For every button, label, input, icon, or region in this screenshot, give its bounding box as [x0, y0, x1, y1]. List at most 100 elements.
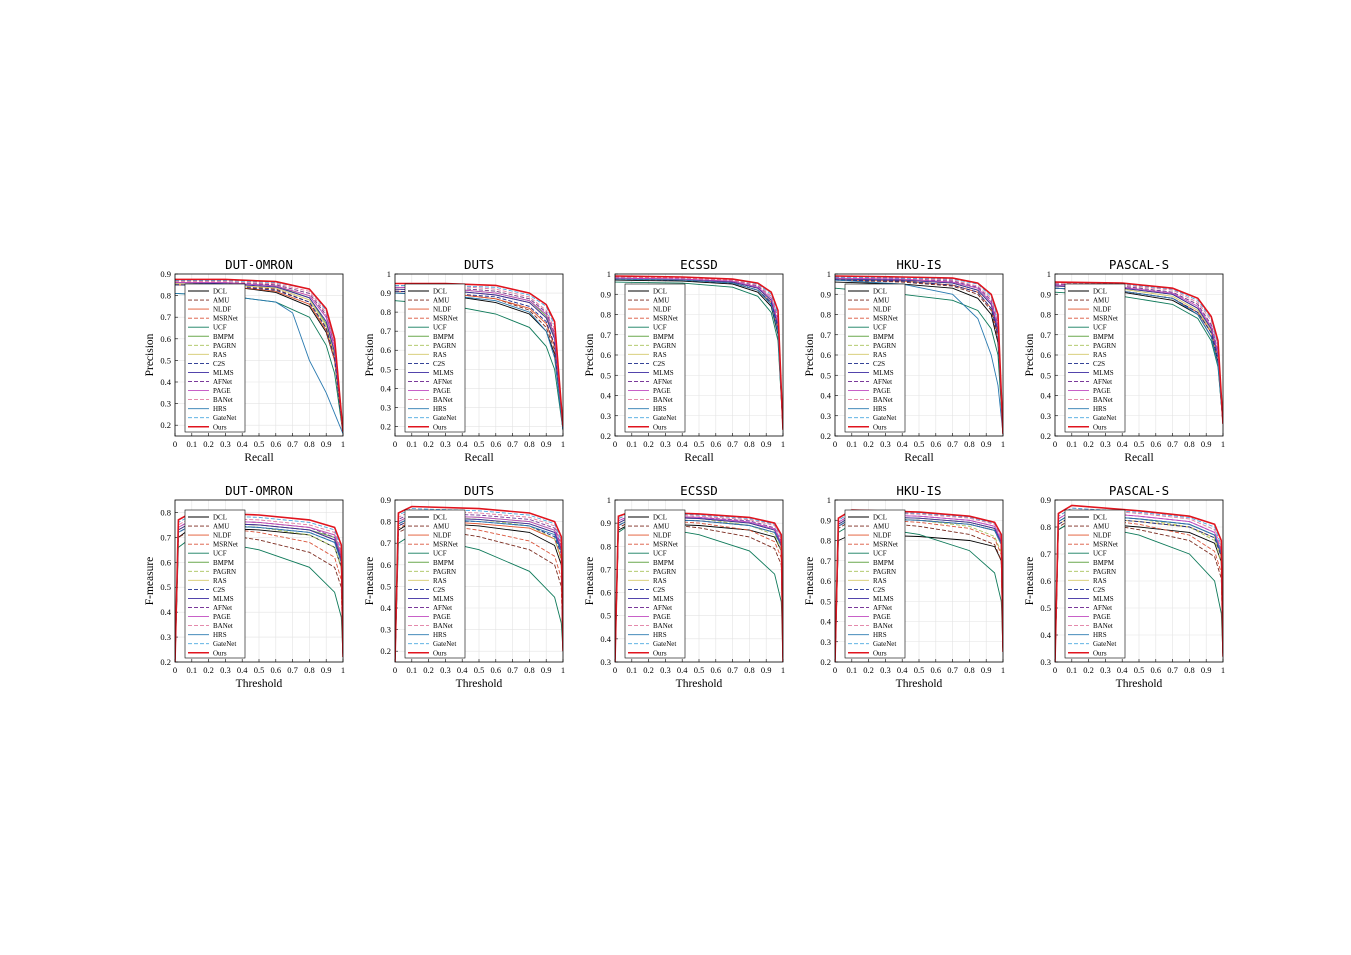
- legend-entry: AFNet: [433, 378, 452, 386]
- legend-entry: DCL: [433, 288, 447, 296]
- legend-entry: HRS: [433, 405, 447, 413]
- legend-entry: GateNet: [873, 414, 896, 422]
- y-tick-label: 0.6: [820, 576, 831, 586]
- y-tick-label: 0.4: [600, 634, 611, 644]
- y-tick-label: 0.6: [1040, 350, 1051, 360]
- x-axis-label: Threshold: [1116, 678, 1163, 690]
- x-tick-label: 1: [781, 665, 785, 675]
- x-tick-label: 0.9: [981, 665, 992, 675]
- y-tick-label: 0.4: [1040, 391, 1051, 401]
- series-line-ours: [835, 509, 1003, 662]
- legend-entry: AMU: [1093, 297, 1109, 305]
- x-tick-label: 1: [1001, 665, 1005, 675]
- chart-title: HKU-IS: [896, 483, 941, 498]
- legend-entry: MLMS: [653, 595, 674, 603]
- legend-entry: MSRNet: [433, 315, 458, 323]
- y-tick-label: 0.6: [380, 560, 391, 570]
- legend: DCLAMUNLDFMSRNetUCFBMPMPAGRNRASC2SMLMSAF…: [184, 509, 246, 659]
- legend: DCLAMUNLDFMSRNetUCFBMPMPAGRNRASC2SMLMSAF…: [1064, 283, 1126, 433]
- y-tick-label: 0.5: [600, 370, 611, 380]
- y-tick-label: 1: [607, 269, 611, 279]
- y-tick-label: 0.6: [820, 350, 831, 360]
- legend-entry: PAGE: [213, 387, 231, 395]
- series-line-afnet: [395, 512, 563, 662]
- y-tick-label: 0.6: [160, 334, 171, 344]
- series-group: [835, 275, 1003, 435]
- legend-entry: PAGE: [213, 613, 231, 621]
- chart-panel-1: 0 0.1 0.2 0.3 0.4 0.5 0.6 0.7 0.8 0.9 1 0.2 0.3 0.4 0.…: [144, 257, 345, 464]
- legend-entry: UCF: [433, 324, 447, 332]
- x-tick-label: 0.7: [947, 665, 958, 675]
- series-line-amu: [835, 519, 1003, 662]
- y-tick-label: 0.7: [820, 556, 831, 566]
- x-tick-label: 0.4: [1117, 439, 1128, 449]
- legend-entry: NLDF: [213, 532, 231, 540]
- x-tick-label: 0.4: [1117, 665, 1128, 675]
- y-tick-label: 0.3: [600, 411, 611, 421]
- legend-entry: PAGRN: [433, 342, 456, 350]
- x-tick-label: 0: [833, 439, 837, 449]
- legend-entry: MLMS: [1093, 595, 1114, 603]
- legend-entry: C2S: [433, 586, 445, 594]
- x-axis-label: Recall: [904, 452, 933, 464]
- x-tick-label: 0: [1053, 665, 1057, 675]
- x-tick-label: 0.8: [1184, 439, 1195, 449]
- series-line-page: [1055, 510, 1223, 662]
- x-tick-label: 0.2: [203, 439, 214, 449]
- legend-entry: AFNet: [873, 604, 892, 612]
- legend-entry: AFNet: [653, 378, 672, 386]
- legend-entry: BANet: [653, 396, 673, 404]
- y-tick-label: 0.9: [600, 518, 611, 528]
- series-line-ours: [1055, 281, 1223, 424]
- legend-entry: Ours: [213, 423, 227, 431]
- legend-entry: RAS: [1093, 577, 1107, 585]
- series-line-pagrn: [395, 514, 563, 662]
- legend-entry: MSRNet: [1093, 315, 1118, 323]
- legend-entry: GateNet: [1093, 640, 1116, 648]
- y-tick-label: 0.7: [160, 532, 171, 542]
- y-tick-label: 0.2: [1040, 431, 1051, 441]
- x-tick-label: 0.7: [727, 665, 738, 675]
- y-axis-label: Precision: [144, 333, 156, 376]
- x-tick-label: 0.9: [321, 439, 332, 449]
- legend-entry: DCL: [873, 288, 887, 296]
- plot-frame: [174, 499, 344, 663]
- legend-entry: GateNet: [433, 414, 456, 422]
- x-tick-label: 0.8: [524, 665, 535, 675]
- x-tick-label: 0.3: [220, 665, 231, 675]
- y-tick-label: 0.5: [1040, 370, 1051, 380]
- y-tick-label: 0.9: [820, 515, 831, 525]
- legend-entry: PAGRN: [653, 342, 676, 350]
- x-tick-label: 0.7: [287, 439, 298, 449]
- x-tick-label: 0.8: [744, 439, 755, 449]
- series-line-ours: [395, 505, 563, 662]
- x-tick-label: 0.5: [254, 665, 265, 675]
- legend-entry: GateNet: [653, 414, 676, 422]
- x-tick-label: 0.2: [203, 665, 214, 675]
- x-tick-label: 0.2: [423, 439, 434, 449]
- x-tick-label: 0.5: [694, 439, 705, 449]
- legend-entry: RAS: [873, 351, 887, 359]
- x-tick-label: 0.6: [710, 665, 721, 675]
- legend: DCLAMUNLDFMSRNetUCFBMPMPAGRNRASC2SMLMSAF…: [624, 509, 686, 659]
- legend-entry: NLDF: [873, 306, 891, 314]
- x-tick-label: 0.6: [710, 439, 721, 449]
- legend-entry: RAS: [213, 351, 227, 359]
- y-tick-label: 0.4: [160, 377, 171, 387]
- y-tick-label: 0.5: [160, 355, 171, 365]
- x-tick-label: 0: [173, 665, 177, 675]
- x-tick-label: 0.7: [947, 439, 958, 449]
- x-tick-label: 0.7: [287, 665, 298, 675]
- chart-panel-4: 0 0.1 0.2 0.3 0.4 0.5 0.6 0.7 0.8 0.9 1 0.2 0.3 0.4 0.…: [804, 257, 1005, 464]
- y-tick-label: 0.8: [600, 541, 611, 551]
- x-tick-label: 0.9: [761, 665, 772, 675]
- y-tick-label: 0.7: [1040, 330, 1051, 340]
- legend-entry: MSRNet: [653, 315, 678, 323]
- legend-entry: PAGRN: [1093, 342, 1116, 350]
- x-tick-label: 0.3: [1100, 439, 1111, 449]
- y-tick-label: 0.8: [160, 291, 171, 301]
- series-line-pagrn: [1055, 513, 1223, 662]
- x-axis-label: Recall: [1124, 452, 1153, 464]
- y-tick-label: 0.2: [160, 420, 171, 430]
